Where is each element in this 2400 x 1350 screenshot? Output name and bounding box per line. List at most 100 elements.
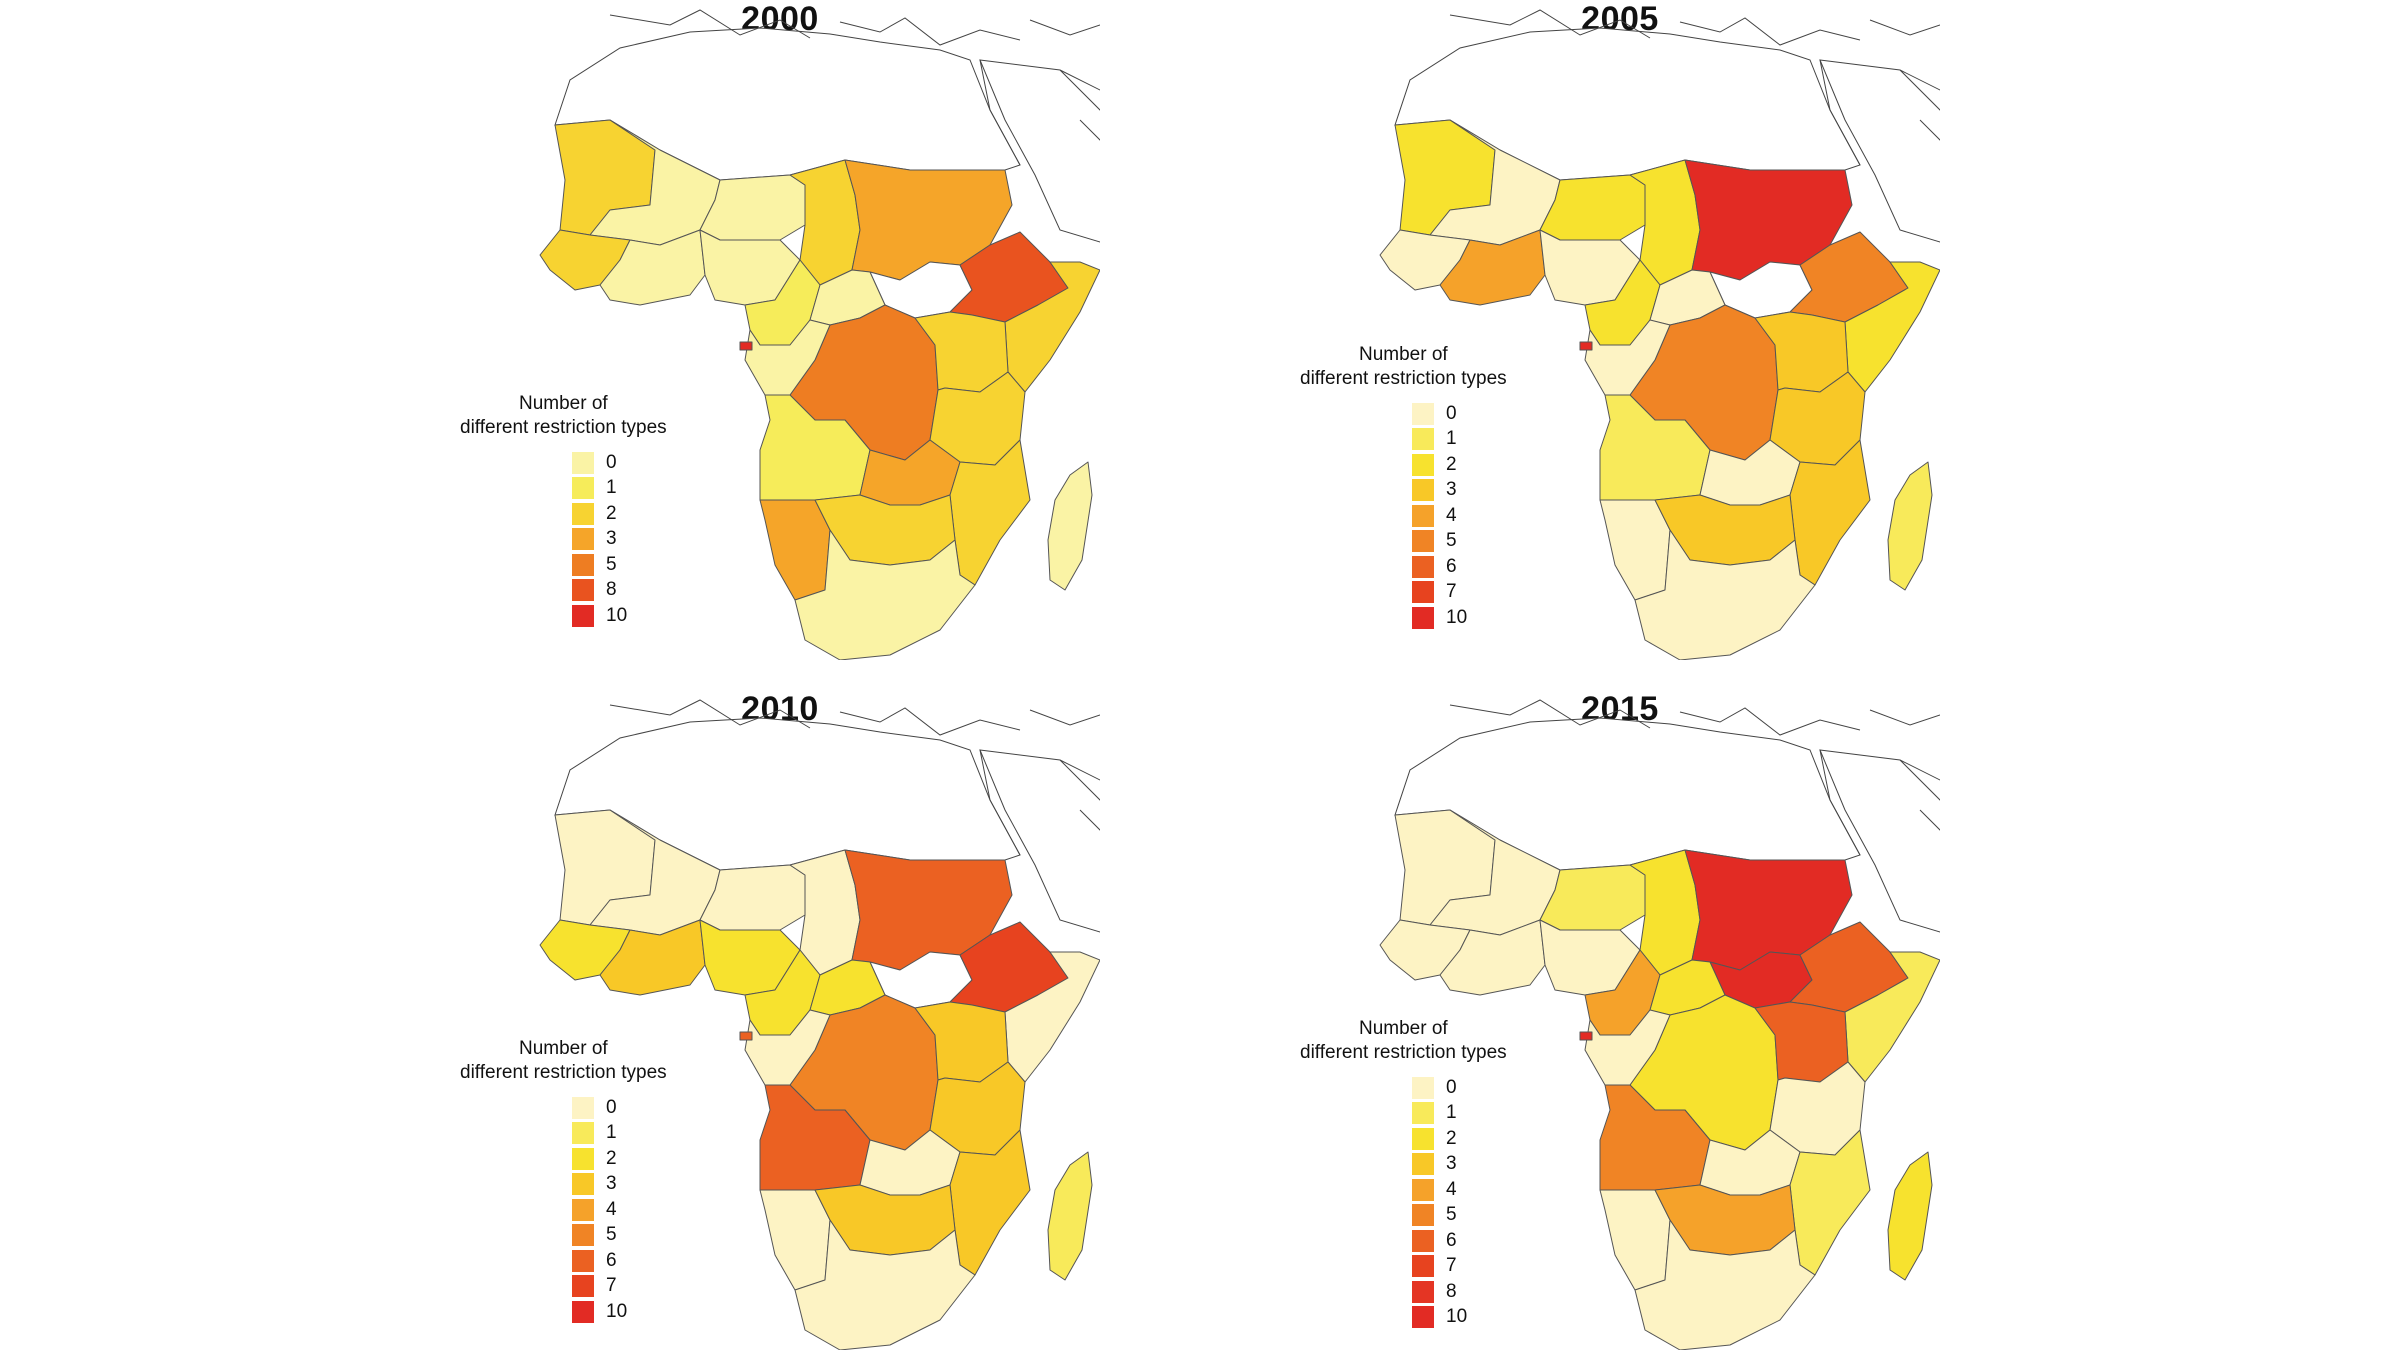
legend-item: 0 xyxy=(572,1095,667,1121)
legend-items: 0 1 2 3 4 5 6 7 8 10 xyxy=(1412,1075,1507,1330)
legend-swatch xyxy=(1412,555,1434,578)
legend: Number of different restriction types 0 1… xyxy=(460,392,667,629)
legend-title-line2: different restriction types xyxy=(1300,1042,1507,1063)
legend-item: 1 xyxy=(572,476,667,502)
region-arabia xyxy=(1819,749,1940,933)
map-panel-2000: 2000 Number of different restriction typ… xyxy=(460,0,1100,660)
border-line xyxy=(1899,69,1940,91)
legend-label: 5 xyxy=(1446,1204,1457,1226)
legend-item: 4 xyxy=(1412,503,1507,529)
border-line xyxy=(1029,709,1100,726)
legend-item: 8 xyxy=(1412,1279,1507,1305)
legend-swatch xyxy=(1412,1255,1434,1278)
legend-label: 3 xyxy=(1446,479,1457,501)
legend-item: 7 xyxy=(1412,1254,1507,1280)
legend-item: 5 xyxy=(1412,529,1507,555)
legend-swatch xyxy=(1412,402,1434,425)
region-eq-guinea xyxy=(739,341,753,351)
legend-swatch xyxy=(572,477,594,500)
legend-label: 6 xyxy=(606,1249,617,1271)
region-madagascar xyxy=(1887,1151,1933,1281)
legend: Number of different restriction types 0 1… xyxy=(1300,343,1507,631)
legend-label: 7 xyxy=(606,1275,617,1297)
legend-swatch xyxy=(572,553,594,576)
border-line xyxy=(1449,699,1651,729)
border-line xyxy=(1869,709,1940,726)
legend-item: 5 xyxy=(572,552,667,578)
legend-item: 10 xyxy=(1412,605,1507,631)
legend-title-line2: different restriction types xyxy=(1300,368,1507,389)
border-line xyxy=(609,9,811,39)
border-line xyxy=(1899,759,1940,781)
legend-label: 2 xyxy=(1446,1127,1457,1149)
border-line xyxy=(1059,69,1100,91)
legend-item: 0 xyxy=(572,450,667,476)
region-arabia xyxy=(1819,59,1940,243)
legend-item: 1 xyxy=(572,1121,667,1147)
region-madagascar xyxy=(1047,461,1093,591)
legend-item: 7 xyxy=(1412,580,1507,606)
legend: Number of different restriction types 0 1… xyxy=(1300,1017,1507,1330)
legend-title-line1: Number of xyxy=(518,1038,608,1059)
region-south-africa xyxy=(1634,529,1816,660)
legend-label: 4 xyxy=(606,1198,617,1220)
legend-swatch xyxy=(1412,530,1434,553)
legend-label: 7 xyxy=(1446,1255,1457,1277)
legend-items: 0 1 2 3 5 8 10 xyxy=(572,450,667,629)
border-line xyxy=(1819,59,1861,166)
legend-item: 5 xyxy=(1412,1203,1507,1229)
legend-label: 8 xyxy=(606,579,617,601)
region-madagascar xyxy=(1887,461,1933,591)
border-line xyxy=(839,17,1021,46)
africa-map xyxy=(1379,9,1940,660)
legend-label: 1 xyxy=(1446,1102,1457,1124)
legend-item: 2 xyxy=(572,1146,667,1172)
legend-label: 2 xyxy=(606,1147,617,1169)
legend-label: 6 xyxy=(1446,1229,1457,1251)
legend-swatch xyxy=(572,528,594,551)
legend-swatch xyxy=(572,1147,594,1170)
legend-item: 0 xyxy=(1412,1075,1507,1101)
legend-swatch xyxy=(572,1275,594,1298)
legend-item: 6 xyxy=(572,1248,667,1274)
map-panel-2005: 2005 Number of different restriction typ… xyxy=(1300,0,1940,660)
legend-swatch xyxy=(1412,1280,1434,1303)
legend-swatch xyxy=(1412,606,1434,629)
legend-label: 5 xyxy=(1446,530,1457,552)
legend-swatch xyxy=(572,1249,594,1272)
legend-item: 6 xyxy=(1412,1228,1507,1254)
legend-swatch xyxy=(1412,479,1434,502)
legend-label: 5 xyxy=(606,1224,617,1246)
region-namibia xyxy=(1599,499,1671,601)
legend-swatch xyxy=(572,451,594,474)
region-gabon-congo xyxy=(744,1009,831,1086)
africa-map xyxy=(539,699,1100,1350)
legend-label: 3 xyxy=(606,528,617,550)
border-line xyxy=(1679,707,1861,736)
region-eq-guinea xyxy=(739,1031,753,1041)
border-line xyxy=(1679,17,1861,46)
region-namibia xyxy=(1599,1189,1671,1291)
legend-label: 2 xyxy=(1446,453,1457,475)
region-arabia xyxy=(979,59,1100,243)
legend-swatch xyxy=(1412,1076,1434,1099)
border-line xyxy=(1449,9,1651,39)
legend-item: 3 xyxy=(572,1172,667,1198)
region-eq-guinea xyxy=(1579,1031,1593,1041)
legend-swatch xyxy=(1412,1153,1434,1176)
border-line xyxy=(1869,19,1940,36)
legend-item: 0 xyxy=(1412,401,1507,427)
border-line xyxy=(979,59,1021,166)
legend-item: 6 xyxy=(1412,554,1507,580)
legend-item: 7 xyxy=(572,1274,667,1300)
border-line xyxy=(1059,759,1100,781)
legend-label: 0 xyxy=(1446,402,1457,424)
legend-title-line1: Number of xyxy=(1358,344,1448,365)
legend-item: 10 xyxy=(572,603,667,629)
legend-label: 3 xyxy=(606,1173,617,1195)
legend-items: 0 1 2 3 4 5 6 7 10 xyxy=(572,1095,667,1325)
legend-label: 8 xyxy=(1446,1280,1457,1302)
border-line xyxy=(1919,119,1940,141)
legend-swatch xyxy=(1412,1127,1434,1150)
legend-item: 3 xyxy=(1412,1152,1507,1178)
